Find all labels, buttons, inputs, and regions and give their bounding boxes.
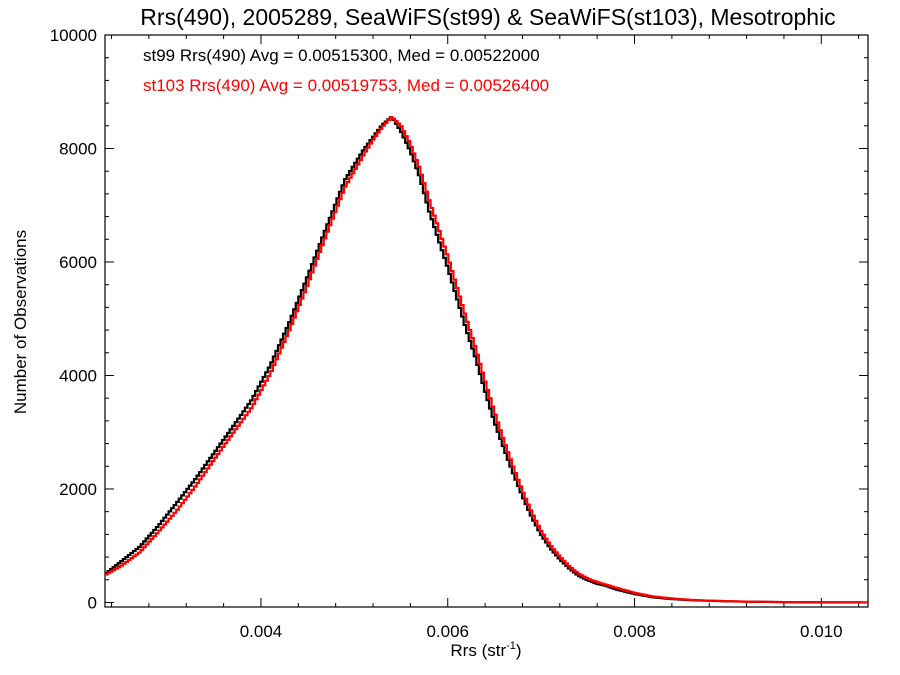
plot-frame bbox=[104, 34, 869, 608]
x-tick-label: 0.006 bbox=[426, 622, 469, 641]
y-tick-label: 0 bbox=[88, 593, 97, 612]
x-tick-label: 0.008 bbox=[613, 622, 656, 641]
legend-entry-st103: st103 Rrs(490) Avg = 0.00519753, Med = 0… bbox=[143, 76, 549, 95]
series-line-st103 bbox=[105, 116, 868, 604]
y-tick-label: 6000 bbox=[59, 253, 97, 272]
y-axis-label: Number of Observations bbox=[11, 230, 30, 414]
x-axis-label-text: Rrs (str bbox=[450, 641, 506, 660]
x-tick-label: 0.010 bbox=[800, 622, 843, 641]
x-tick-label: 0.004 bbox=[240, 622, 283, 641]
series-layer bbox=[105, 116, 868, 604]
series-line-st99 bbox=[105, 116, 868, 604]
x-axis-label-superscript: -1 bbox=[506, 640, 516, 652]
chart-title: Rrs(490), 2005289, SeaWiFS(st99) & SeaWi… bbox=[140, 4, 835, 30]
y-axis: 0 2000 4000 6000 8000 10000 bbox=[50, 26, 868, 612]
y-tick-label: 2000 bbox=[59, 480, 97, 499]
x-axis: 0.004 0.006 0.008 0.010 bbox=[111, 35, 860, 641]
x-axis-label-close: ) bbox=[516, 641, 522, 660]
y-tick-label: 10000 bbox=[50, 26, 97, 45]
x-axis-label: Rrs (str-1) bbox=[450, 640, 521, 660]
legend-entry-st99: st99 Rrs(490) Avg = 0.00515300, Med = 0.… bbox=[143, 46, 540, 65]
y-tick-label: 8000 bbox=[59, 139, 97, 158]
y-tick-label: 4000 bbox=[59, 366, 97, 385]
